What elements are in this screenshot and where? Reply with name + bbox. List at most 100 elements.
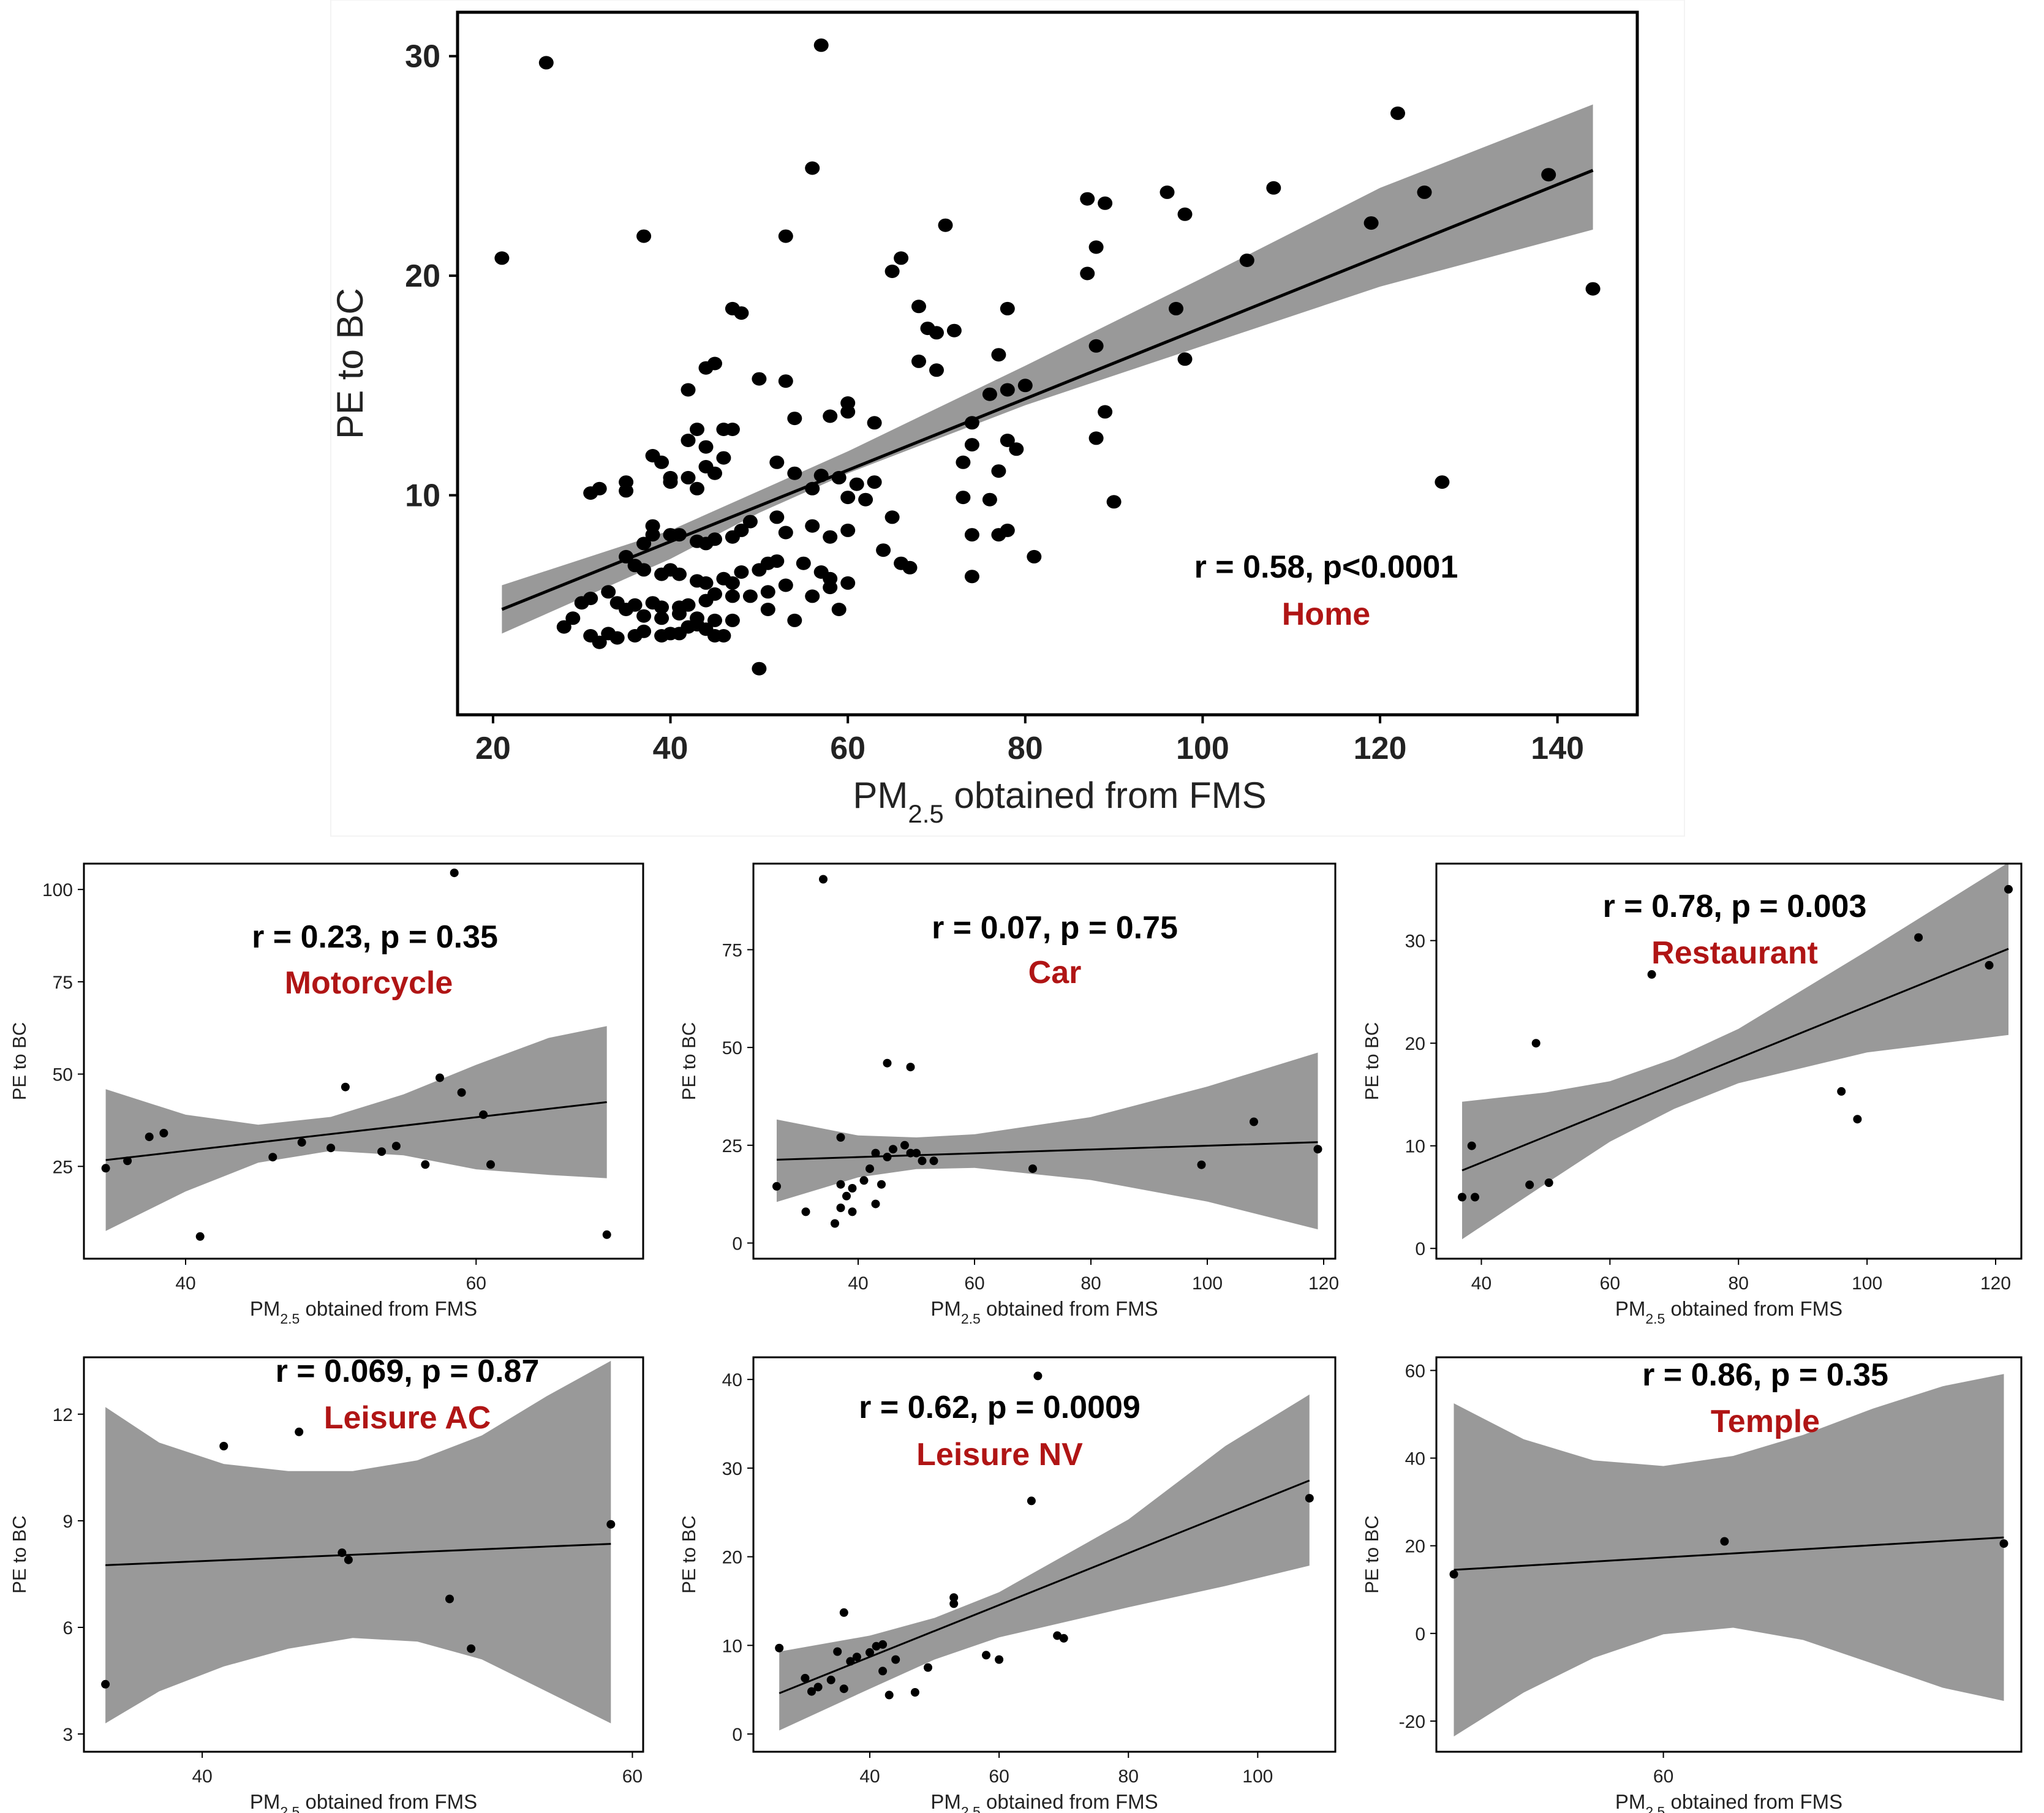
home-data-point <box>938 218 953 232</box>
home-y-tick-label: 20 <box>405 258 440 294</box>
restaurant-y-axis-title: PE to BC <box>1361 1022 1382 1101</box>
car-data-point <box>859 1176 869 1185</box>
home-data-point <box>636 609 652 623</box>
restaurant-data-point <box>1647 970 1656 979</box>
car-data-point <box>871 1148 880 1158</box>
leisure-ac-title: Leisure AC <box>324 1400 491 1436</box>
restaurant-data-point <box>1544 1178 1553 1187</box>
home-data-point <box>698 440 714 454</box>
motorcycle-y-tick-label: 25 <box>53 1157 73 1177</box>
home-data-point <box>778 526 793 540</box>
home-data-point <box>1266 181 1281 195</box>
car-data-point <box>883 1058 892 1068</box>
temple-confidence-band <box>1454 1374 2004 1736</box>
car-data-point <box>1313 1145 1322 1154</box>
home-data-point <box>1585 282 1601 296</box>
home-data-point <box>672 607 687 621</box>
home-data-point <box>813 38 829 52</box>
leisure-nv-data-point <box>878 1640 888 1649</box>
motorcycle-data-point <box>450 869 459 878</box>
leisure-nv-confidence-band <box>779 1394 1310 1731</box>
home-data-point <box>796 556 811 570</box>
motorcycle-y-tick-label: 100 <box>42 880 73 900</box>
home-data-point <box>769 510 785 524</box>
home-data-point <box>609 596 625 610</box>
leisure-nv-data-point <box>949 1593 959 1602</box>
restaurant-data-point <box>1467 1141 1476 1150</box>
restaurant-y-tick-label: 0 <box>1415 1239 1425 1259</box>
restaurant-y-tick-label: 20 <box>1405 1034 1425 1054</box>
home-data-point <box>840 491 856 505</box>
car-data-point <box>772 1182 781 1191</box>
restaurant-data-point <box>1837 1087 1846 1096</box>
temple-chart: 60 -20 0 20 40 60 PM2.5 obtained from FMS PE to… <box>1361 1356 2023 1813</box>
home-data-point <box>1088 431 1104 445</box>
temple-y-axis-title: PE to BC <box>1361 1515 1382 1594</box>
leisure-nv-data-point <box>839 1608 848 1617</box>
home-data-point <box>636 229 652 243</box>
motorcycle-x-tick-label: 40 <box>175 1273 195 1294</box>
car-data-point <box>929 1156 938 1166</box>
home-data-point <box>858 492 873 507</box>
leisure-nv-data-point <box>813 1683 823 1692</box>
home-data-point <box>902 560 918 575</box>
home-data-point <box>956 491 971 505</box>
leisure-nv-data-point <box>826 1675 835 1684</box>
leisure-nv-data-point <box>924 1663 932 1672</box>
home-data-point <box>823 409 838 423</box>
home-data-point <box>494 251 510 265</box>
home-plot-frame <box>456 10 1639 717</box>
motorcycle-data-point <box>326 1144 336 1153</box>
home-data-point <box>787 412 802 426</box>
home-data-point <box>1000 301 1015 315</box>
home-data-point <box>1088 339 1104 353</box>
car-y-tick-label: 0 <box>732 1234 742 1254</box>
home-data-point <box>1000 434 1015 447</box>
home-panel-background <box>330 0 1685 837</box>
motorcycle-stat-label: r = 0.23, p = 0.35 <box>252 919 498 955</box>
home-data-point <box>663 528 678 542</box>
car-data-point <box>819 875 828 884</box>
car-data-point <box>877 1180 886 1189</box>
restaurant-data-point <box>1985 960 1994 970</box>
home-data-point <box>991 348 1006 362</box>
leisure-ac-x-tick-label: 60 <box>622 1766 643 1787</box>
home-data-point <box>619 549 634 564</box>
home-x-tick-label: 140 <box>1531 731 1584 766</box>
home-title: Home <box>1282 597 1370 632</box>
restaurant-title: Restaurant <box>1651 935 1818 971</box>
car-data-point <box>918 1156 927 1166</box>
leisure-nv-y-tick-label: 40 <box>722 1370 742 1390</box>
home-stat-label: r = 0.58, p<0.0001 <box>1194 549 1458 585</box>
restaurant-plot-frame <box>1435 862 2023 1260</box>
home-chart: 20 40 60 80 100 120 140 10 20 30 PM2.5 obtained fr… <box>330 10 1639 828</box>
restaurant-chart: 40 60 80 100 120 0 10 20 30 PM2.5 obtained from F… <box>1361 862 2023 1327</box>
home-data-point <box>1160 185 1175 199</box>
home-data-point <box>565 611 581 625</box>
temple-y-tick-label: 60 <box>1405 1361 1425 1381</box>
home-data-point <box>946 323 962 337</box>
leisure-ac-stat-label: r = 0.069, p = 0.87 <box>276 1354 540 1389</box>
home-data-point <box>1027 549 1042 564</box>
leisure-ac-x-axis-title: PM2.5 obtained from FMS <box>250 1790 477 1813</box>
home-data-point <box>681 383 696 397</box>
home-data-point <box>1177 352 1193 366</box>
car-data-point <box>1197 1160 1206 1169</box>
leisure-ac-data-point <box>445 1594 454 1604</box>
home-data-point <box>725 530 740 544</box>
home-data-point <box>1363 216 1379 230</box>
home-data-point <box>1017 379 1033 393</box>
home-data-point <box>982 492 997 507</box>
temple-y-tick-label: 0 <box>1415 1624 1425 1645</box>
home-data-point <box>636 537 652 551</box>
leisure-ac-data-point <box>338 1548 347 1558</box>
motorcycle-y-tick-label: 50 <box>53 1065 73 1085</box>
home-data-point <box>964 528 979 542</box>
home-data-point <box>698 576 714 590</box>
temple-y-tick-label: 20 <box>1405 1537 1425 1557</box>
restaurant-x-tick-label: 120 <box>1980 1273 2011 1294</box>
restaurant-data-point <box>1853 1115 1862 1124</box>
home-data-point <box>760 603 775 616</box>
leisure-ac-data-point <box>295 1427 304 1436</box>
home-data-point <box>805 481 820 496</box>
